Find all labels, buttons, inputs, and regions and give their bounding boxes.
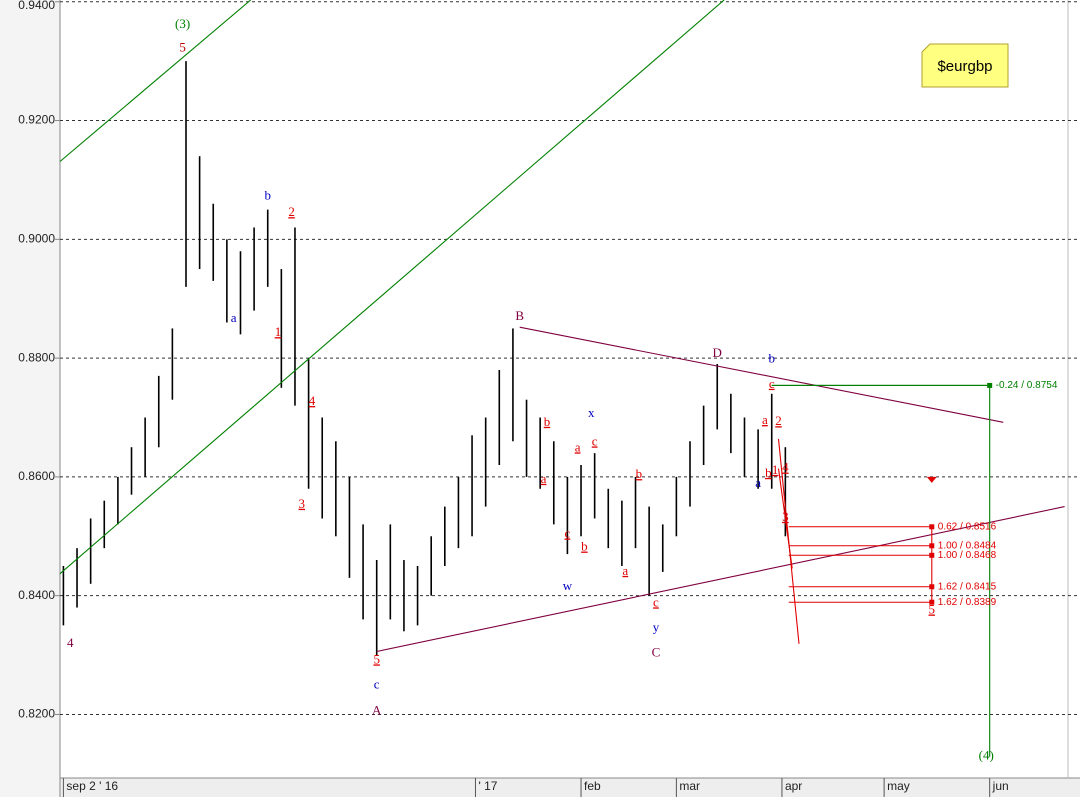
wave-label: w (563, 578, 573, 593)
level-label: -0.24 / 0.8754 (996, 380, 1058, 391)
x-tick-label: sep 2 ' 16 (66, 779, 118, 793)
trend-line (519, 326, 1004, 423)
y-axis-panel (0, 0, 60, 797)
wave-label: c (769, 376, 775, 391)
wave-label: a (762, 412, 768, 427)
x-tick-label: mar (679, 779, 700, 793)
wave-label: 5 (179, 40, 186, 55)
wave-label: c (565, 525, 571, 540)
wave-label: 1 (275, 324, 282, 339)
y-tick-label: 0.8400 (18, 588, 55, 602)
level-label: 1.00 / 0.8468 (938, 550, 997, 561)
wave-label: a (231, 310, 237, 325)
level-handle (929, 599, 935, 605)
wave-label: 3 (299, 496, 306, 511)
wave-label: c (374, 676, 380, 691)
wave-label: b (768, 350, 775, 365)
trend-line (59, 0, 725, 575)
wave-label: b (765, 465, 772, 480)
x-axis-panel (60, 778, 1080, 797)
wave-label: 4 (782, 460, 789, 475)
wave-label: b (544, 414, 551, 429)
wave-label: c (592, 433, 598, 448)
wave-label: a (575, 439, 581, 454)
wave-label: C (652, 644, 661, 659)
level-label: 1.62 / 0.8415 (938, 581, 997, 592)
wave-label: a (755, 475, 761, 490)
x-tick-label: may (887, 779, 910, 793)
level-label: 1.62 / 0.8389 (938, 597, 997, 608)
wave-label: x (588, 405, 595, 420)
note-box (921, 43, 1009, 88)
level-label: 1.00 / 0.8484 (938, 540, 997, 551)
wave-label: y (653, 619, 660, 634)
wave-label: a (541, 471, 547, 486)
wave-label: c (653, 594, 659, 609)
y-tick-label: 0.8200 (18, 707, 55, 721)
level-label: 0.62 / 0.8516 (938, 521, 997, 532)
level-handle (929, 524, 935, 530)
level-handle (987, 382, 993, 388)
y-tick-label: 0.9000 (18, 232, 55, 246)
down-arrow (926, 476, 937, 483)
wave-label: b (636, 466, 643, 481)
y-tick-label: 0.8600 (18, 469, 55, 483)
wave-label: (4) (979, 748, 994, 763)
trend-line (777, 468, 793, 569)
wave-label: D (713, 345, 722, 360)
wave-label: b (581, 539, 588, 554)
trend-line (59, 0, 252, 162)
wave-label: 4 (67, 635, 74, 650)
x-tick-label: ' 17 (478, 779, 497, 793)
level-handle (929, 543, 935, 549)
level-handle (929, 552, 935, 558)
wave-label: a (622, 563, 628, 578)
wave-label: A (372, 702, 382, 717)
wave-label: 5 (373, 651, 380, 666)
wave-label: 4 (309, 393, 316, 408)
x-tick-label: apr (785, 779, 802, 793)
wave-label: b (264, 188, 271, 203)
y-tick-label: 0.9400 (18, 0, 55, 12)
wave-label: (3) (175, 16, 190, 31)
chart-title: $eurgbp (937, 58, 992, 75)
x-tick-label: feb (584, 779, 601, 793)
wave-label: 1 (772, 462, 779, 477)
trend-line (771, 384, 991, 757)
wave-label: 2 (775, 413, 782, 428)
x-tick-label: jun (992, 779, 1009, 793)
wave-label: 2 (288, 204, 295, 219)
symbol-note: $eurgbp (921, 43, 1009, 88)
level-handle (929, 584, 935, 590)
trend-line (376, 506, 1065, 653)
wave-label: 3 (782, 509, 789, 524)
wave-label: B (515, 308, 524, 323)
wave-label: 5 (929, 602, 936, 617)
y-tick-label: 0.8800 (18, 350, 55, 364)
y-tick-label: 0.9200 (18, 113, 55, 127)
